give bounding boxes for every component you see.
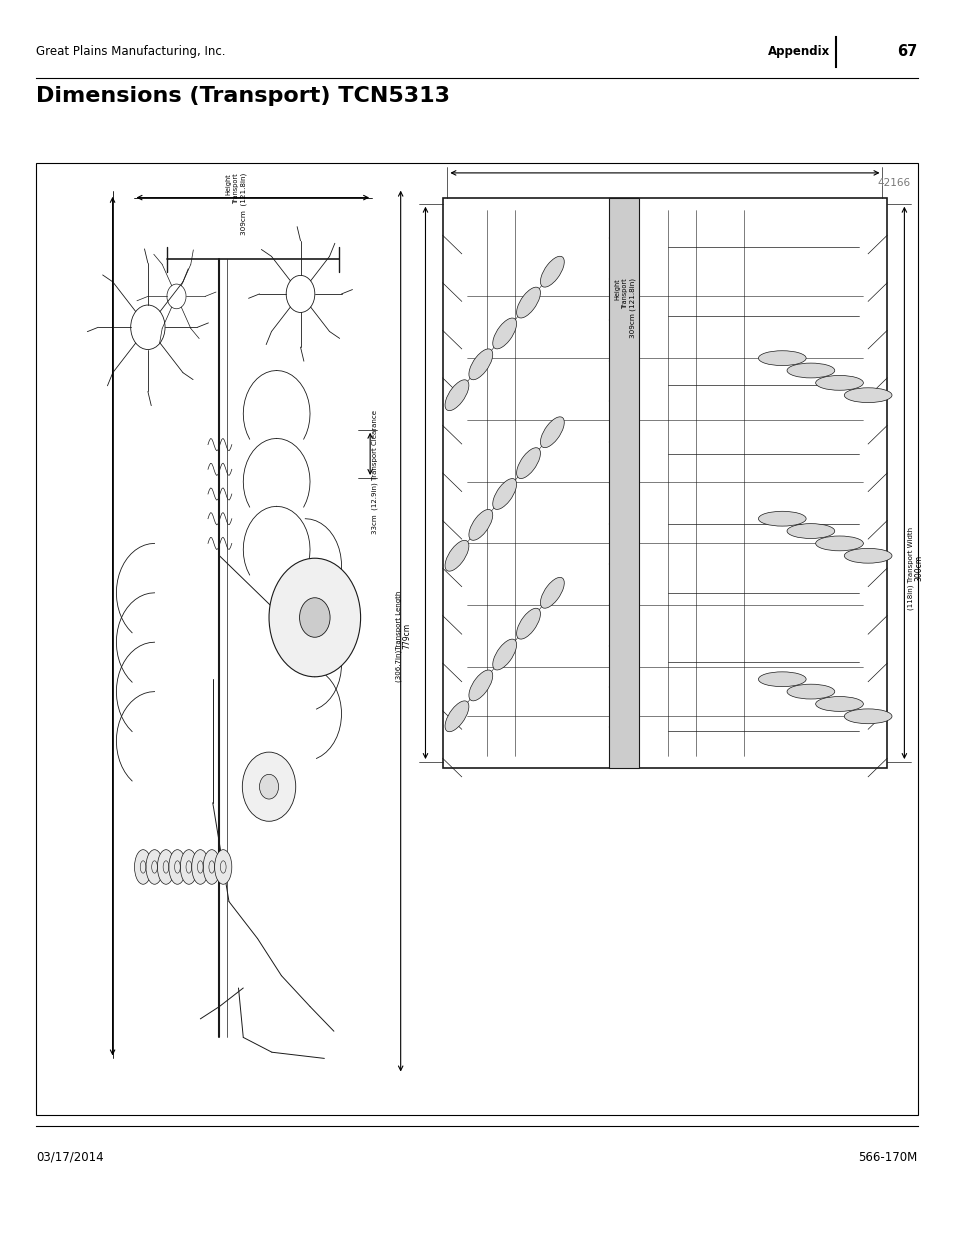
Text: Height: Height [225, 173, 231, 195]
Bar [442, 198, 886, 768]
Ellipse shape [843, 548, 891, 563]
Text: 03/17/2014: 03/17/2014 [36, 1151, 104, 1163]
Text: 779cm: 779cm [401, 622, 411, 650]
Ellipse shape [157, 850, 174, 884]
Text: 566-170M: 566-170M [858, 1151, 917, 1163]
Ellipse shape [493, 479, 516, 509]
Ellipse shape [540, 417, 563, 447]
Ellipse shape [815, 375, 862, 390]
Ellipse shape [134, 850, 152, 884]
Bar [36, 163, 917, 1115]
Text: Appendix: Appendix [767, 46, 829, 58]
Ellipse shape [758, 672, 805, 687]
Ellipse shape [786, 684, 834, 699]
Bar [608, 198, 639, 768]
Text: 309cm  (121.8in): 309cm (121.8in) [240, 173, 246, 235]
Circle shape [269, 558, 360, 677]
Ellipse shape [214, 850, 232, 884]
Text: Dimensions (Transport) TCN5313: Dimensions (Transport) TCN5313 [36, 86, 450, 106]
Text: 300cm: 300cm [913, 555, 923, 582]
Ellipse shape [815, 697, 862, 711]
Text: Transport: Transport [621, 278, 627, 309]
Text: (118in) Transport Width: (118in) Transport Width [907, 526, 913, 610]
Ellipse shape [517, 609, 539, 638]
Text: Height: Height [614, 278, 619, 300]
Ellipse shape [469, 671, 492, 700]
Text: 309cm (121.8in): 309cm (121.8in) [629, 278, 635, 338]
Ellipse shape [758, 351, 805, 366]
Ellipse shape [469, 510, 492, 540]
Ellipse shape [169, 850, 186, 884]
Ellipse shape [540, 578, 563, 608]
Ellipse shape [843, 709, 891, 724]
Ellipse shape [445, 541, 468, 571]
Ellipse shape [815, 536, 862, 551]
Ellipse shape [445, 380, 468, 410]
Ellipse shape [493, 319, 516, 348]
Ellipse shape [758, 511, 805, 526]
Ellipse shape [517, 288, 539, 317]
Ellipse shape [469, 350, 492, 379]
Ellipse shape [786, 524, 834, 538]
Text: 67: 67 [897, 44, 917, 59]
Circle shape [242, 752, 295, 821]
Text: Transport: Transport [233, 173, 238, 204]
Ellipse shape [445, 701, 468, 731]
Text: (306.7in)Transport Length: (306.7in)Transport Length [395, 590, 401, 682]
Circle shape [259, 774, 278, 799]
Ellipse shape [192, 850, 209, 884]
Ellipse shape [843, 388, 891, 403]
Ellipse shape [786, 363, 834, 378]
Circle shape [299, 598, 330, 637]
Text: Great Plains Manufacturing, Inc.: Great Plains Manufacturing, Inc. [36, 46, 226, 58]
Ellipse shape [146, 850, 163, 884]
Text: 42166: 42166 [876, 178, 909, 188]
Ellipse shape [540, 257, 563, 287]
Ellipse shape [180, 850, 197, 884]
Ellipse shape [203, 850, 220, 884]
Text: 33cm  (12.9in) Transport Clearance: 33cm (12.9in) Transport Clearance [372, 410, 377, 534]
Ellipse shape [517, 448, 539, 478]
Ellipse shape [493, 640, 516, 669]
